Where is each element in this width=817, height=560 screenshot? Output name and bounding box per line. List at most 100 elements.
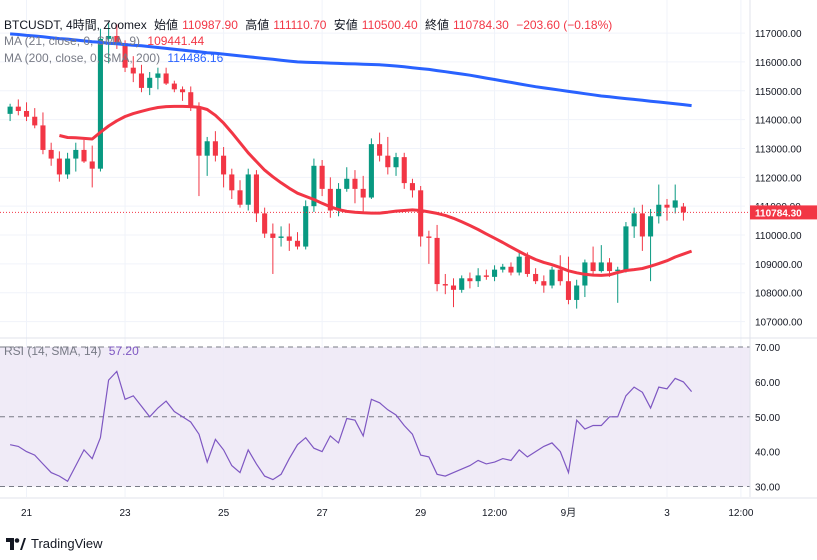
candle[interactable] xyxy=(368,138,374,199)
candle[interactable] xyxy=(385,136,391,175)
candle[interactable] xyxy=(639,204,645,251)
candle[interactable] xyxy=(237,180,243,208)
candle-body xyxy=(171,83,177,90)
candle-body xyxy=(533,273,539,282)
candle[interactable] xyxy=(664,198,670,221)
candle[interactable] xyxy=(155,67,161,90)
symbol-label[interactable]: BTCUSDT, 4時間, Zoomex xyxy=(4,18,147,32)
candle[interactable] xyxy=(450,278,457,308)
candle[interactable] xyxy=(270,223,276,274)
candle[interactable] xyxy=(631,207,637,238)
candle[interactable] xyxy=(680,202,686,221)
candle[interactable] xyxy=(171,80,177,93)
candle[interactable] xyxy=(56,151,62,182)
candle-body xyxy=(237,190,243,205)
time-tick-label: 12:00 xyxy=(482,508,507,519)
candle-body xyxy=(221,155,227,175)
low-value: 110500.40 xyxy=(361,18,418,32)
candle[interactable] xyxy=(15,99,21,116)
candle[interactable] xyxy=(278,226,284,247)
candle-body xyxy=(631,213,637,227)
candle[interactable] xyxy=(598,245,604,273)
candle[interactable] xyxy=(393,152,399,176)
ma200-value: 114486.16 xyxy=(167,51,224,65)
candle-body xyxy=(615,269,621,272)
candle[interactable] xyxy=(81,139,87,163)
candle-body xyxy=(81,149,87,162)
candle[interactable] xyxy=(179,86,186,101)
candle[interactable] xyxy=(138,64,145,93)
candle[interactable] xyxy=(352,170,358,204)
close-value: 110784.30 xyxy=(453,18,509,32)
candle[interactable] xyxy=(401,152,407,189)
candle[interactable] xyxy=(286,223,292,251)
candle[interactable] xyxy=(294,232,301,250)
candle[interactable] xyxy=(533,268,539,285)
candle[interactable] xyxy=(492,265,498,282)
candle[interactable] xyxy=(475,268,481,287)
candle[interactable] xyxy=(89,145,95,188)
candle-body xyxy=(294,240,301,247)
candles[interactable] xyxy=(7,22,686,309)
ma21-legend[interactable]: MA (21, close, 0, SMA, 9) 109441.44 xyxy=(4,34,208,48)
candle[interactable] xyxy=(516,250,522,276)
candle[interactable] xyxy=(303,200,309,250)
candle[interactable] xyxy=(623,222,629,273)
candle[interactable] xyxy=(7,103,13,122)
candle[interactable] xyxy=(23,102,30,122)
candle-body xyxy=(163,73,169,84)
rsi-legend[interactable]: RSI (14, SMA, 14) 57.20 xyxy=(4,344,143,358)
candle[interactable] xyxy=(221,147,227,188)
candle[interactable] xyxy=(32,108,38,129)
candle[interactable] xyxy=(409,178,415,198)
ma200-legend[interactable]: MA (200, close, 0, SMA, 200) 114486.16 xyxy=(4,51,227,65)
candle[interactable] xyxy=(147,72,153,96)
candle[interactable] xyxy=(344,167,350,192)
candle[interactable] xyxy=(582,259,588,298)
candle[interactable] xyxy=(253,170,259,223)
candle[interactable] xyxy=(204,136,210,176)
candle[interactable] xyxy=(541,275,547,293)
candle[interactable] xyxy=(500,263,506,273)
candle[interactable] xyxy=(434,224,440,292)
candle[interactable] xyxy=(97,28,103,172)
candle[interactable] xyxy=(459,275,465,293)
candle[interactable] xyxy=(48,142,54,166)
candle[interactable] xyxy=(426,230,432,264)
candle[interactable] xyxy=(574,279,580,309)
tradingview-logo[interactable]: TradingView xyxy=(6,536,103,551)
candle[interactable] xyxy=(672,184,678,214)
candle[interactable] xyxy=(442,273,448,295)
candle[interactable] xyxy=(360,175,366,212)
candle[interactable] xyxy=(418,185,424,247)
candle[interactable] xyxy=(229,168,235,199)
candle[interactable] xyxy=(196,102,202,197)
candle[interactable] xyxy=(40,112,46,155)
candle[interactable] xyxy=(467,272,473,289)
moving-averages xyxy=(9,32,693,277)
candle[interactable] xyxy=(311,158,317,212)
candle[interactable] xyxy=(327,177,333,218)
candle[interactable] xyxy=(549,266,555,289)
candle[interactable] xyxy=(245,168,251,211)
candle[interactable] xyxy=(565,256,572,305)
candle[interactable] xyxy=(508,262,514,276)
candle[interactable] xyxy=(377,132,383,162)
candle-body xyxy=(196,106,202,156)
change-value: −203.60 (−0.18%) xyxy=(516,18,613,32)
candle[interactable] xyxy=(590,246,596,274)
candle[interactable] xyxy=(212,131,218,162)
candle[interactable] xyxy=(319,160,325,197)
candle-body xyxy=(179,89,186,93)
candle[interactable] xyxy=(163,67,169,86)
candle[interactable] xyxy=(557,255,563,286)
candle[interactable] xyxy=(656,184,662,224)
candle[interactable] xyxy=(130,56,136,83)
candle[interactable] xyxy=(648,209,654,282)
low-label: 安値 xyxy=(333,18,358,32)
candle[interactable] xyxy=(483,269,489,280)
candle-body xyxy=(245,174,251,205)
candle[interactable] xyxy=(73,142,79,172)
candle[interactable] xyxy=(65,152,71,179)
